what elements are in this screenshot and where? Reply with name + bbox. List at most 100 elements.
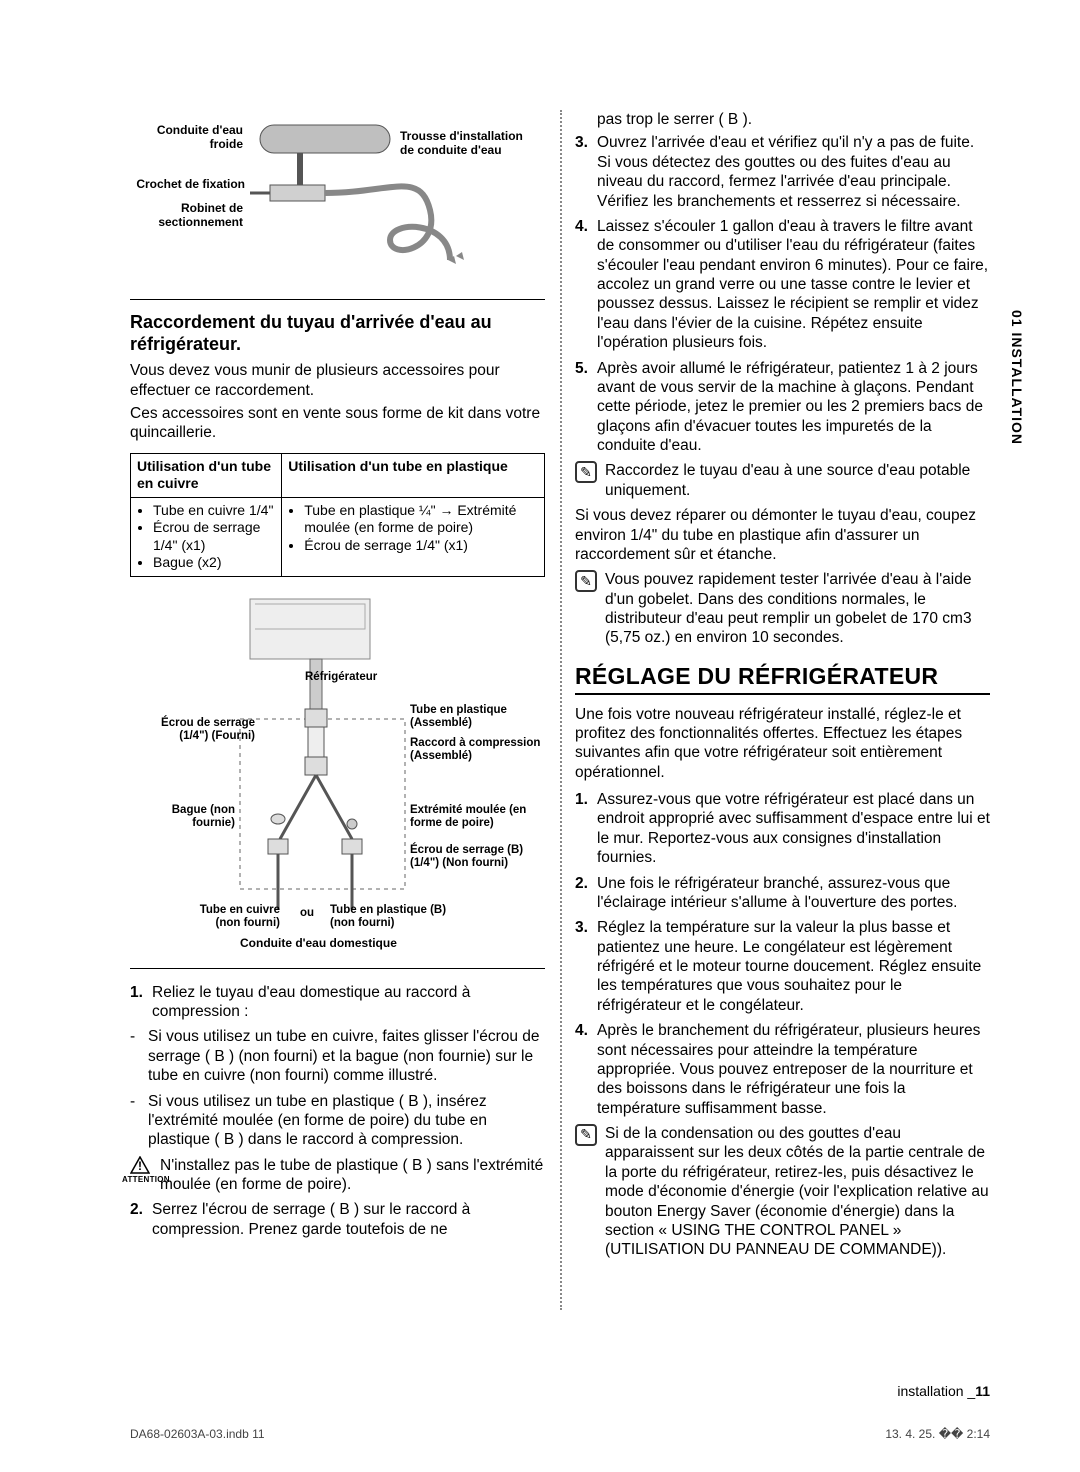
step-text: Après le branchement du réfrigérateur, p… (597, 1021, 990, 1118)
para-accessories-2: Ces accessoires sont en vente sous forme… (130, 404, 545, 443)
step-item: 4.Laissez s'écouler 1 gallon d'eau à tra… (575, 217, 990, 353)
print-footer: DA68-02603A-03.indb 11 13. 4. 25. �� 2:1… (130, 1427, 990, 1442)
th-copper: Utilisation d'un tube en cuivre (131, 453, 282, 497)
reglage-intro: Une fois votre nouveau réfrigérateur ins… (575, 705, 990, 783)
steps-list-right: 3.Ouvrez l'arrivée d'eau et vérifiez qu'… (575, 133, 990, 455)
list-item: Écrou de serrage 1/4" (x1) (153, 519, 275, 554)
list-item: Tube en cuivre 1/4" (153, 502, 275, 520)
dash-item: Si vous utilisez un tube en cuivre, fait… (130, 1027, 545, 1085)
step-text: Une fois le réfrigérateur branché, assur… (597, 874, 990, 913)
step-number: 2. (130, 1200, 152, 1239)
label-nut-supplied: Écrou de serrage (1/4") (Fourni) (145, 717, 255, 743)
td-plastic: Tube en plastique ¼" → Extrémité moulée … (282, 497, 545, 576)
step-item: 1.Reliez le tuyau d'eau domestique au ra… (130, 983, 545, 1022)
left-column: Conduite d'eau froide Trousse d'installa… (130, 110, 545, 1266)
note-icon: ✎ (575, 1124, 597, 1146)
svg-text:!: ! (138, 1159, 142, 1173)
step-number: 4. (575, 217, 597, 353)
page-footer-label: installation _11 (897, 1383, 990, 1401)
steps-list-left: 1.Reliez le tuyau d'eau domestique au ra… (130, 983, 545, 1022)
note-icon: ✎ (575, 570, 597, 592)
dash-item: Si vous utilisez un tube en plastique ( … (130, 1092, 545, 1150)
step-item: 3.Ouvrez l'arrivée d'eau et vérifiez qu'… (575, 133, 990, 211)
plastic-list: Tube en plastique ¼" → Extrémité moulée … (288, 502, 538, 555)
para-accessories-1: Vous devez vous munir de plusieurs acces… (130, 361, 545, 400)
label-household: Conduite d'eau domestique (240, 937, 397, 951)
reglage-steps: 1.Assurez-vous que votre réfrigérateur e… (575, 790, 990, 1118)
attention-note: ! ATTENTION N'installez pas le tube de p… (130, 1156, 545, 1195)
step-text: Serrez l'écrou de serrage ( B ) sur le r… (152, 1200, 545, 1239)
label-ferrule: Bague (non fournie) (145, 804, 235, 830)
note-block: ✎ Si de la condensation ou des gouttes d… (575, 1124, 990, 1260)
td-copper: Tube en cuivre 1/4" Écrou de serrage 1/4… (131, 497, 282, 576)
step-number: 3. (575, 918, 597, 1015)
label-clamp: Crochet de fixation (105, 178, 245, 192)
dash-list: Si vous utilisez un tube en cuivre, fait… (130, 1027, 545, 1149)
copper-list: Tube en cuivre 1/4" Écrou de serrage 1/4… (137, 502, 275, 572)
step-text: Laissez s'écouler 1 gallon d'eau à trave… (597, 217, 990, 353)
footer-section: installation _ (897, 1383, 975, 1399)
warning-triangle-icon: ! ATTENTION (130, 1156, 150, 1174)
step-number: 1. (575, 790, 597, 868)
continuation-text: pas trop le serrer ( B ). (575, 110, 990, 129)
attention-label: ATTENTION (122, 1175, 170, 1185)
dash-text: Si vous utilisez un tube en cuivre, fait… (148, 1027, 545, 1085)
label-comp-fitting: Raccord à compression (Assemblé) (410, 737, 545, 763)
footer-right: 13. 4. 25. �� 2:14 (885, 1427, 990, 1442)
step-number: 2. (575, 874, 597, 913)
steps-list-left-2: 2.Serrez l'écrou de serrage ( B ) sur le… (130, 1200, 545, 1239)
note-text: Raccordez le tuyau d'eau à une source d'… (605, 461, 990, 500)
note-icon: ✎ (575, 461, 597, 483)
list-item: Bague (x2) (153, 554, 275, 572)
note-block: ✎ Vous pouvez rapidement tester l'arrivé… (575, 570, 990, 648)
step-number: 1. (130, 983, 152, 1022)
label-or: ou (300, 907, 314, 920)
step-number: 3. (575, 133, 597, 211)
label-fridge: Réfrigérateur (305, 671, 377, 684)
step-item: 2.Serrez l'écrou de serrage ( B ) sur le… (130, 1200, 545, 1239)
page-content: Conduite d'eau froide Trousse d'installa… (130, 110, 990, 1266)
th-plastic: Utilisation d'un tube en plastique (282, 453, 545, 497)
diagram-water-supply: Conduite d'eau froide Trousse d'installa… (130, 110, 545, 300)
step-item: 2.Une fois le réfrigérateur branché, ass… (575, 874, 990, 913)
heading-reglage: RÉGLAGE DU RÉFRIGÉRATEUR (575, 662, 990, 695)
note-text: Si de la condensation ou des gouttes d'e… (605, 1124, 990, 1260)
step-item: 3.Réglez la température sur la valeur la… (575, 918, 990, 1015)
parts-table: Utilisation d'un tube en cuivre Utilisat… (130, 453, 545, 577)
attention-icon-wrap: ! ATTENTION (130, 1156, 156, 1174)
list-item: Écrou de serrage 1/4" (x1) (304, 537, 538, 555)
step-text: Assurez-vous que votre réfrigérateur est… (597, 790, 990, 868)
label-valve: Robinet de sectionnement (125, 202, 243, 230)
side-tab: 01 INSTALLATION (1008, 310, 1026, 445)
label-molded: Extrémité moulée (en forme de poire) (410, 804, 530, 830)
after-note-text: Si vous devez réparer ou démonter le tuy… (575, 506, 990, 564)
step-text: Ouvrez l'arrivée d'eau et vérifiez qu'il… (597, 133, 990, 211)
diagram-fridge-connection: Réfrigérateur Écrou de serrage (1/4") (F… (130, 589, 545, 969)
label-plastic-tube: Tube en plastique (Assemblé) (410, 704, 545, 730)
table-body-row: Tube en cuivre 1/4" Écrou de serrage 1/4… (131, 497, 545, 576)
label-cold-water: Conduite d'eau froide (125, 124, 243, 152)
section-heading-connect: Raccordement du tuyau d'arrivée d'eau au… (130, 312, 545, 355)
step-item: 1.Assurez-vous que votre réfrigérateur e… (575, 790, 990, 868)
label-nut-b: Écrou de serrage (B) (1/4") (Non fourni) (410, 844, 530, 870)
right-column: pas trop le serrer ( B ). 3.Ouvrez l'arr… (575, 110, 990, 1266)
step-item: 4.Après le branchement du réfrigérateur,… (575, 1021, 990, 1118)
label-copper-tube: Tube en cuivre (non fourni) (190, 904, 280, 930)
step-text: Réglez la température sur la valeur la p… (597, 918, 990, 1015)
step-number: 5. (575, 359, 597, 456)
table-header-row: Utilisation d'un tube en cuivre Utilisat… (131, 453, 545, 497)
attention-text: N'installez pas le tube de plastique ( B… (156, 1156, 545, 1195)
note-text: Vous pouvez rapidement tester l'arrivée … (605, 570, 990, 648)
label-install-kit: Trousse d'installation de conduite d'eau (400, 130, 540, 158)
step-text: Reliez le tuyau d'eau domestique au racc… (152, 983, 545, 1022)
page-number: 11 (975, 1383, 990, 1399)
label-plastic-tube-b: Tube en plastique (B) (non fourni) (330, 904, 460, 930)
step-item: 5.Après avoir allumé le réfrigérateur, p… (575, 359, 990, 456)
footer-left: DA68-02603A-03.indb 11 (130, 1427, 265, 1442)
column-divider (560, 110, 562, 1310)
dash-text: Si vous utilisez un tube en plastique ( … (148, 1092, 545, 1150)
step-number: 4. (575, 1021, 597, 1118)
note-block: ✎ Raccordez le tuyau d'eau à une source … (575, 461, 990, 500)
list-item: Tube en plastique ¼" → Extrémité moulée … (304, 502, 538, 537)
step-text: Après avoir allumé le réfrigérateur, pat… (597, 359, 990, 456)
